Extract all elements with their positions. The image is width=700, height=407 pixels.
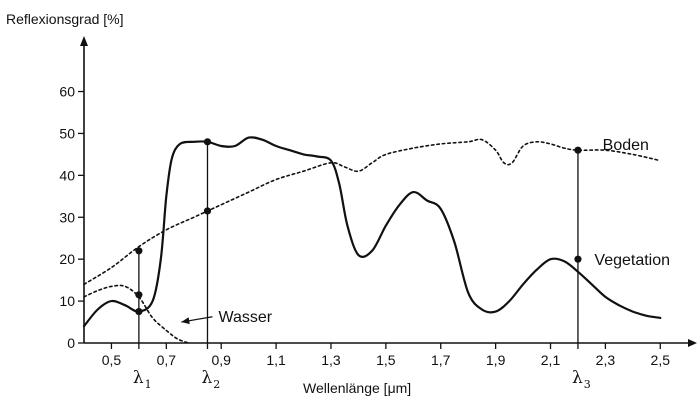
marker-boden (135, 247, 143, 255)
y-tick-label: 60 (59, 84, 75, 100)
series-lines (82, 136, 662, 344)
lambda-subscript: 3 (584, 378, 591, 391)
x-tick-label: 1,3 (321, 352, 341, 368)
lambda-subscript: 1 (145, 378, 152, 391)
wasser-pointer-arrowhead (181, 317, 190, 325)
marker-boden (203, 207, 212, 215)
lambda-subscript: 2 (213, 378, 220, 391)
x-tick-label: 2,1 (541, 352, 561, 368)
x-tick-label: 1,5 (376, 352, 396, 368)
series-line-boden (83, 138, 662, 286)
axes (80, 36, 697, 347)
x-tick-label: 1,9 (486, 352, 506, 368)
x-tick-label: 2,3 (596, 352, 616, 368)
series-label-boden: Boden (603, 137, 649, 154)
y-tick-label: 20 (59, 251, 75, 267)
marker-vegetation (203, 138, 212, 146)
x-axis-arrow (688, 339, 697, 347)
series-label-wasser: Wasser (218, 309, 272, 326)
data-point-markers (135, 138, 582, 316)
y-tick-label: 50 (59, 125, 75, 141)
marker-vegetation (574, 255, 582, 263)
x-tick-label: 0,9 (211, 352, 231, 368)
x-tick-label: 0,5 (102, 352, 122, 368)
marker-vegetation (135, 307, 143, 316)
y-axis-title: Reflexionsgrad [%] (6, 11, 124, 27)
x-tick-label: 2,5 (651, 352, 671, 368)
x-axis-title: Wellenlänge [μm] (303, 380, 411, 396)
marker-boden (574, 146, 582, 154)
lambda-label: λ1 (133, 368, 152, 391)
y-tick-label: 0 (67, 335, 75, 351)
x-tick-label: 0,7 (157, 352, 177, 368)
chart-labels: Reflexionsgrad [%] Wellenlänge [μm] Bode… (6, 11, 670, 396)
wavelength-markers: λ1 λ2 λ3 (133, 141, 591, 391)
y-tick-label: 10 (59, 293, 75, 309)
y-axis-arrow (80, 36, 88, 46)
lambda-label: λ2 (201, 368, 220, 391)
y-tick-label: 30 (59, 209, 75, 225)
x-tick-label: 1,1 (266, 352, 286, 368)
axis-ticks: 0,5 0,7 0,9 1,1 1,3 1,5 1,7 1,9 2,1 2,3 2,5 0 10 20 30… (59, 84, 670, 368)
x-tick-label: 1,7 (431, 352, 451, 368)
y-tick-label: 40 (59, 167, 75, 183)
lambda-label: λ3 (572, 368, 591, 391)
marker-wasser (135, 291, 143, 299)
series-line-vegetation (82, 136, 662, 328)
series-label-vegetation: Vegetation (594, 252, 670, 269)
